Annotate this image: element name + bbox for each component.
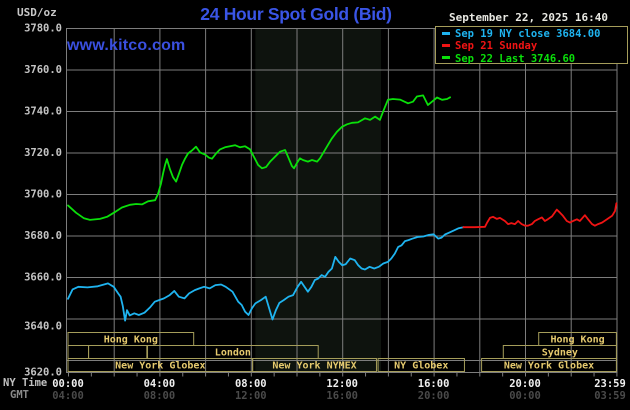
ny-time-tick-label: 20:00: [509, 378, 541, 390]
y-axis-labels: 3780.0 3760.0 3740.0 3720.0 3700.0 3680.0 3660…: [24, 23, 62, 379]
legend-entry-label: Sep 22 Last 3746.60: [455, 52, 576, 65]
ny-time-tick-label: 08:00: [235, 378, 267, 390]
session-label: NY Globex: [394, 361, 448, 372]
session-label: Sydney: [542, 348, 578, 359]
y-tick-label: 3620.0: [24, 367, 62, 379]
ny-time-tick-label: 12:00: [326, 378, 358, 390]
session-box-ny-globex: [377, 358, 465, 372]
session-box-new-york-globex: [481, 358, 617, 372]
gmt-tick-label: 16:00: [326, 390, 358, 402]
session-label: New York Globex: [115, 361, 205, 372]
ny-time-axis-label: NY Time: [3, 377, 48, 389]
session-box-new-york-nymex: [252, 358, 377, 372]
y-tick-label: 3740.0: [24, 106, 62, 118]
y-tick-label: 3760.0: [24, 64, 62, 76]
ny-time-tick-label: 04:00: [144, 378, 176, 390]
gmt-tick-label: 12:00: [235, 390, 267, 402]
units-label: USD/oz: [17, 6, 57, 19]
session-label: Hong Kong: [104, 335, 158, 346]
gmt-tick-label: 20:00: [418, 390, 450, 402]
y-tick-label: 3640.0: [24, 321, 62, 333]
x-axis-labels-ny: 00:00 04:00 08:00 12:00 16:00 20:00 23:59: [52, 378, 626, 390]
legend-dash-icon: [442, 56, 450, 60]
gmt-tick-label: 03:59: [594, 390, 626, 402]
chart-title: 24 Hour Spot Gold (Bid): [200, 4, 392, 24]
y-tick-label: 3780.0: [24, 23, 62, 35]
ny-time-tick-label: 16:00: [418, 378, 450, 390]
datetime-label: September 22, 2025 16:40: [449, 11, 608, 24]
y-tick-label: 3680.0: [24, 230, 62, 242]
legend-entry-sep19: Sep 19 NY close 3684.00: [442, 28, 627, 40]
series-line-sep22: [67, 94, 452, 221]
session-label: Hong Kong: [550, 335, 604, 346]
legend-dash-icon: [442, 31, 450, 35]
y-tick-label: 3720.0: [24, 147, 62, 159]
ny-time-tick-label: 00:00: [52, 378, 84, 390]
session-boxes: Hong Kong Hong Kong London Sydney New York G…: [67, 332, 617, 372]
series-line-sep19: [67, 226, 465, 322]
session-label: New York Globex: [504, 361, 594, 372]
gmt-tick-label: 04:00: [52, 390, 84, 402]
legend-entry-label: Sep 19 NY close 3684.00: [455, 28, 601, 40]
legend-dash-icon: [442, 43, 450, 47]
hour-ticks: [68, 372, 618, 377]
legend-entry-sep22: Sep 22 Last 3746.60: [442, 53, 627, 65]
shaded-band: [255, 28, 382, 372]
gmt-tick-label: 08:00: [144, 390, 176, 402]
x-axis-labels-gmt: 04:00 08:00 12:00 16:00 20:00 00:00 03:59: [52, 390, 626, 402]
ny-time-tick-label: 23:59: [594, 378, 626, 390]
kitco-link[interactable]: www.kitco.com: [67, 37, 186, 54]
session-label: London: [215, 348, 251, 359]
session-box-blank: [88, 345, 148, 359]
legend-entry-label: Sep 21 Sunday: [455, 40, 538, 53]
legend-entry-sep21: Sep 21 Sunday: [442, 40, 627, 52]
plot-border: [66, 28, 618, 373]
legend-box: Sep 19 NY close 3684.00 Sep 21 Sunday Sep …: [435, 26, 628, 65]
y-tick-label: 3700.0: [24, 189, 62, 201]
series-line-sep21: [462, 202, 618, 229]
y-tick-label: 3660.0: [24, 272, 62, 284]
session-label: New York NYMEX: [272, 361, 356, 372]
gmt-axis-label: GMT: [10, 389, 29, 401]
session-box-blank: [67, 345, 90, 359]
gmt-tick-label: 00:00: [509, 390, 541, 402]
